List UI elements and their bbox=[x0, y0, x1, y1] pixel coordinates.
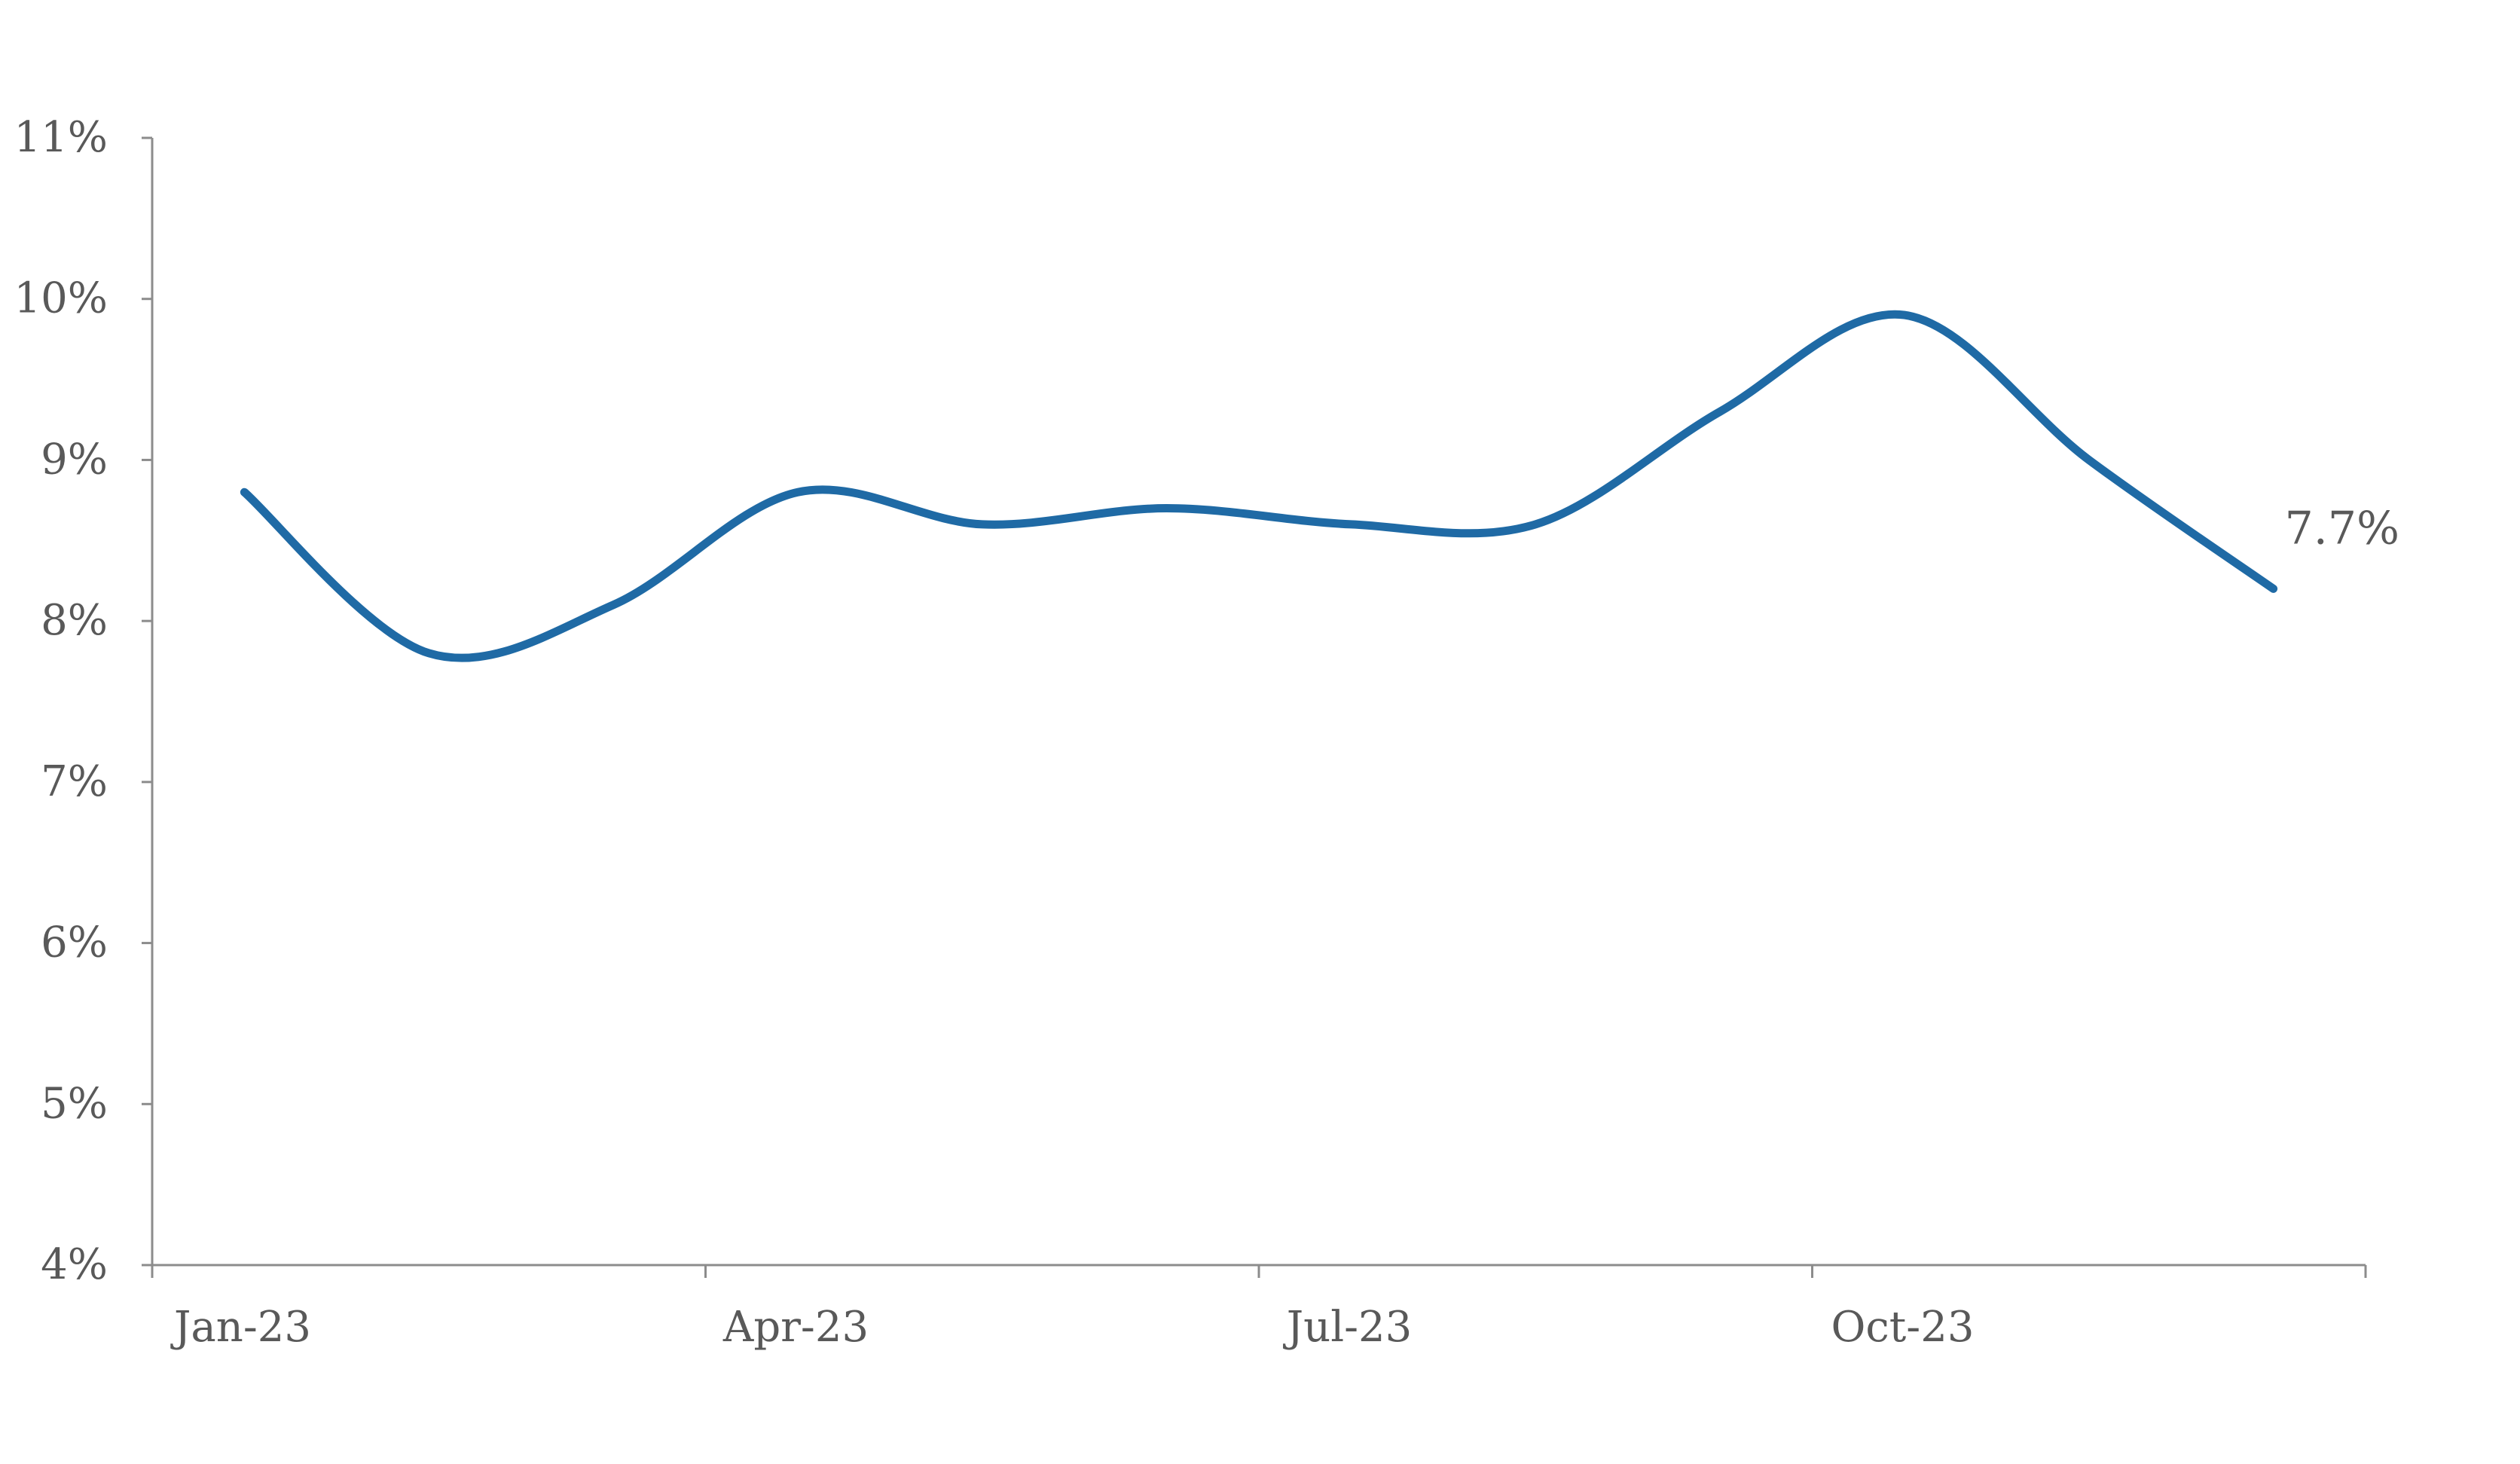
series-layer: 7.7% bbox=[240, 310, 2399, 662]
y-tick-label: 9% bbox=[41, 435, 108, 484]
y-tick-label: 6% bbox=[41, 918, 108, 967]
end-value-label: 7.7% bbox=[2285, 502, 2399, 555]
y-tick-label: 5% bbox=[41, 1079, 108, 1128]
x-tick-label: Jan-23 bbox=[170, 1303, 311, 1352]
y-tick-label: 10% bbox=[14, 274, 108, 323]
ticks bbox=[142, 136, 2367, 1278]
y-tick-label: 8% bbox=[41, 596, 108, 645]
series-line-0 bbox=[240, 310, 2278, 662]
x-tick-label: Oct-23 bbox=[1831, 1303, 1975, 1352]
x-tick-label: Apr-23 bbox=[722, 1303, 869, 1352]
tick-labels: 4% 5% 6% 7% 8% 9% 10% 11% Jan-23 Apr-23 Jul-23 Oct-… bbox=[14, 113, 1975, 1352]
y-tick-label: 11% bbox=[14, 113, 108, 162]
axes bbox=[151, 138, 2366, 1267]
x-tick-label: Jul-23 bbox=[1283, 1303, 1413, 1352]
y-tick-label: 4% bbox=[41, 1240, 108, 1289]
y-tick-label: 7% bbox=[41, 757, 108, 806]
